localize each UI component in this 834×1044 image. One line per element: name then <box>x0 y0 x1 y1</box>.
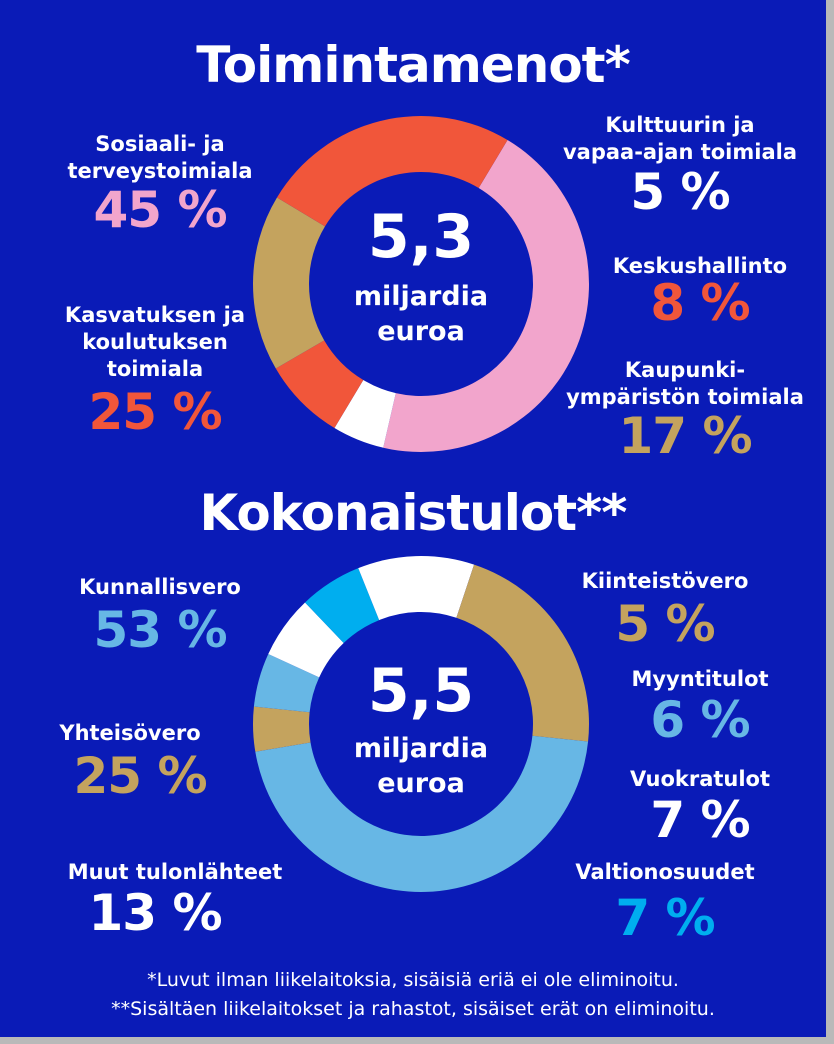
label-line: Vuokratulot <box>629 767 771 791</box>
pct-valtionosuudet: 7 % <box>615 889 715 947</box>
pct-kaupunkiymparisto: 17 % <box>618 407 752 465</box>
donut-slice-1-1 <box>252 706 311 752</box>
pct-sosiaali: 45 % <box>93 181 227 239</box>
donut-slice-1-6 <box>456 564 589 742</box>
label-line: vapaa-ajan toimiala <box>562 140 798 164</box>
label-line: Keskushallinto <box>612 254 788 278</box>
donut-slice-1-2 <box>253 654 320 713</box>
label-line: koulutuksen <box>82 330 228 354</box>
center-unit-line2-kokonaistulot: euroa <box>377 768 465 799</box>
label-line: Myyntitulot <box>631 667 769 691</box>
label-kunnallisvero: Kunnallisvero <box>50 574 270 601</box>
label-line: Yhteisövero <box>59 721 201 745</box>
label-valtionosuudet: Valtionosuudet <box>535 859 795 886</box>
center-unit-line1-toimintamenot: miljardia <box>354 281 488 312</box>
pct-kiinteistovero: 5 % <box>615 595 715 653</box>
label-line: Valtionosuudet <box>575 860 755 884</box>
pct-keskushallinto: 8 % <box>650 274 750 332</box>
label-kulttuuri: Kulttuurin ja vapaa-ajan toimiala <box>550 112 810 166</box>
pct-muut-tulonlahteet: 13 % <box>88 884 222 942</box>
pct-yhteisovero: 25 % <box>73 747 207 805</box>
label-line: Kasvatuksen ja <box>64 303 246 327</box>
chart-title-kokonaistulot: Kokonaistulot** <box>199 484 628 542</box>
pct-myyntitulot: 6 % <box>650 691 750 749</box>
label-kaupunkiymparisto: Kaupunki- ympäristön toimiala <box>560 357 810 411</box>
donut-slice-0-1 <box>334 380 396 448</box>
label-line: Kunnallisvero <box>79 575 241 599</box>
pct-kunnallisvero: 53 % <box>93 601 227 659</box>
footnote-2: **Sisältäen liikelaitokset ja rahastot, … <box>111 998 715 1020</box>
donut-slice-1-5 <box>358 556 475 621</box>
label-line: Kulttuurin ja <box>605 113 755 137</box>
chart-title-toimintamenot: Toimintamenot* <box>196 36 630 94</box>
donut-slice-1-0 <box>255 735 589 892</box>
pct-kulttuuri: 5 % <box>630 163 730 221</box>
label-vuokratulot: Vuokratulot <box>590 766 810 793</box>
donut-slice-0-3 <box>253 197 325 369</box>
footnote-1: *Luvut ilman liikelaitoksia, sisäisiä er… <box>147 969 679 991</box>
label-line: Sosiaali- ja <box>95 132 225 156</box>
center-value-toimintamenot: 5,3 <box>368 202 474 272</box>
donut-slice-1-3 <box>268 602 344 678</box>
pct-kasvatus: 25 % <box>88 383 222 441</box>
donut-toimintamenot <box>253 115 590 453</box>
label-line: Kiinteistövero <box>581 569 749 593</box>
label-myyntitulot: Myyntitulot <box>590 666 810 693</box>
label-muut-tulonlahteet: Muut tulonlähteet <box>45 859 305 886</box>
label-sosiaali: Sosiaali- ja terveystoimiala <box>50 131 270 185</box>
center-unit-line2-toimintamenot: euroa <box>377 316 465 347</box>
label-line: terveystoimiala <box>67 159 253 183</box>
label-yhteisovero: Yhteisövero <box>20 720 240 747</box>
label-keskushallinto: Keskushallinto <box>590 253 810 280</box>
donut-slice-0-2 <box>275 340 364 429</box>
donut-slice-0-0 <box>383 139 590 453</box>
donut-kokonaistulot <box>252 556 589 892</box>
label-line: Muut tulonlähteet <box>67 860 283 884</box>
label-kiinteistovero: Kiinteistövero <box>540 568 790 595</box>
donut-slice-0-4 <box>276 115 508 227</box>
donut-slice-1-4 <box>305 568 380 643</box>
label-line: ympäristön toimiala <box>566 385 804 409</box>
label-line: Kaupunki- <box>624 358 746 382</box>
center-value-kokonaistulot: 5,5 <box>368 656 474 726</box>
label-kasvatus: Kasvatuksen ja koulutuksen toimiala <box>40 302 270 383</box>
center-unit-line1-kokonaistulot: miljardia <box>354 733 488 764</box>
pct-vuokratulot: 7 % <box>650 791 750 849</box>
label-line: toimiala <box>106 357 204 381</box>
